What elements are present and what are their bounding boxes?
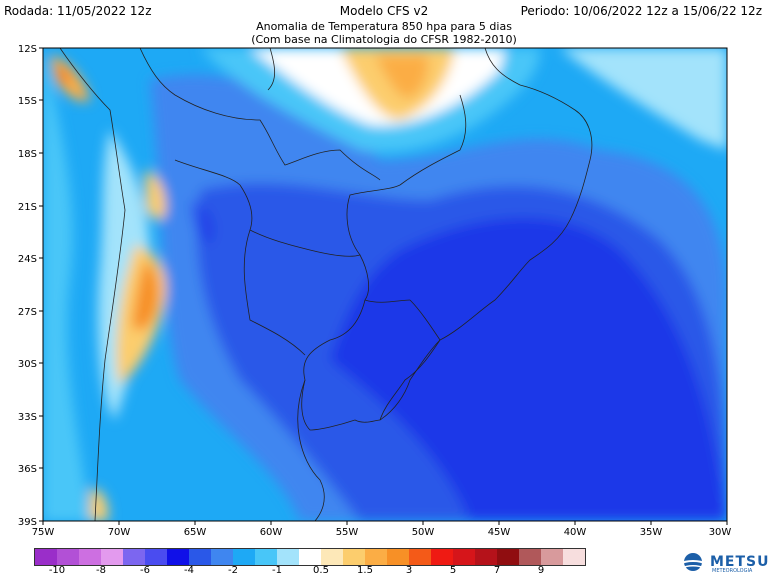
logo-text: METSUL (710, 554, 768, 570)
anomaly-zone-bolivia-cold (190, 200, 214, 245)
anomaly-zone-peru-hot (57, 66, 69, 84)
colorbar-swatch (189, 549, 211, 565)
lon-label: 65W (184, 527, 207, 538)
lon-label: 55W (336, 527, 359, 538)
colorbar-swatch (541, 549, 563, 565)
lat-label: 33S (18, 412, 37, 423)
forecast-period: Periodo: 10/06/2022 12z a 15/06/22 12z (520, 4, 762, 18)
colorbar-swatch (57, 549, 79, 565)
lat-label: 18S (18, 149, 37, 160)
anomaly-zone-warm-north-core (375, 55, 429, 99)
colorbar-swatch (387, 549, 409, 565)
lon-label: 40W (564, 527, 587, 538)
colorbar-label: -4 (184, 565, 194, 576)
lon-label: 60W (260, 527, 283, 538)
colorbar-label: 1.5 (357, 565, 373, 576)
colorbar-label: -2 (228, 565, 238, 576)
lon-label: 70W (108, 527, 131, 538)
colorbar-swatch (475, 549, 497, 565)
axis-ticks (39, 47, 728, 525)
lon-label: 35W (640, 527, 663, 538)
lon-label: 45W (488, 527, 511, 538)
lat-label: 12S (18, 44, 37, 55)
map-frame (42, 47, 728, 522)
lon-label: 30W (709, 527, 732, 538)
coastline (379, 339, 441, 421)
colorbar-swatch (233, 549, 255, 565)
colorbar-label: 5 (449, 565, 457, 576)
colorbar-label: 7 (493, 565, 501, 576)
lon-label: 75W (32, 527, 55, 538)
colorbar-swatch (35, 549, 57, 565)
colorbar-swatch (255, 549, 277, 565)
metsul-logo: METSUL METEOROLOGIA (676, 550, 768, 574)
lat-label: 27S (18, 307, 37, 318)
anomaly-zone-pacific (43, 48, 90, 521)
colorbar-label: -6 (140, 565, 150, 576)
colorbar-swatch (409, 549, 431, 565)
country-borders (59, 48, 593, 521)
lat-label: 24S (18, 254, 37, 265)
colorbar-swatch (453, 549, 475, 565)
colorbar-label: 3 (405, 565, 413, 576)
lat-label: 30S (18, 359, 37, 370)
run-date: Rodada: 11/05/2022 12z (4, 4, 152, 18)
colorbar-label: 0.5 (313, 565, 329, 576)
lon-label: 50W (412, 527, 435, 538)
map-title: Anomalia de Temperatura 850 hpa para 5 d… (256, 20, 512, 33)
colorbar-swatch (431, 549, 453, 565)
colorbar-swatch (79, 549, 101, 565)
colorbar-swatch (343, 549, 365, 565)
anomaly-zone-northeast (560, 48, 727, 150)
colorbar-swatch (167, 549, 189, 565)
metsul-logo-icon (679, 553, 707, 571)
lon-labels: 75W 70W 65W 60W 55W 50W 45W 40W 35W 30W (32, 527, 732, 538)
anomaly-zone-peru-warm (50, 55, 90, 102)
lat-label: 21S (18, 202, 37, 213)
anomaly-zone-minus4 (330, 217, 727, 521)
colorbar-swatch (365, 549, 387, 565)
colorbar (34, 548, 586, 566)
model-name: Modelo CFS v2 (339, 4, 429, 18)
anomaly-zone-andes-warm2 (145, 170, 166, 220)
lat-labels: 12S 15S 18S 21S 24S 27S 30S 33S 36S 39S (18, 44, 37, 528)
colorbar-swatch (299, 549, 321, 565)
colorbar-label: 9 (537, 565, 545, 576)
anomaly-zone-andes (98, 130, 150, 420)
colorbar-swatch (497, 549, 519, 565)
colorbar-swatch (563, 549, 585, 565)
anomaly-zone-south-warm (90, 489, 109, 521)
lat-label: 15S (18, 96, 37, 107)
colorbar-label: -1 (272, 565, 282, 576)
colorbar-swatch (519, 549, 541, 565)
logo-subtext: METEOROLOGIA (712, 568, 753, 574)
anomaly-zone-andes-hot (132, 260, 159, 331)
colorbar-label: -8 (96, 565, 106, 576)
colorbar-swatch (211, 549, 233, 565)
lat-label: 39S (18, 517, 37, 528)
lat-label: 36S (18, 464, 37, 475)
colorbar-label: -10 (48, 565, 66, 576)
colorbar-swatch (321, 549, 343, 565)
map-subtitle: (Com base na Climatologia do CFSR 1982-2… (251, 33, 517, 46)
colorbar-swatch (145, 549, 167, 565)
colorbar-swatch (101, 549, 123, 565)
colorbar-swatch (277, 549, 299, 565)
colorbar-swatch (123, 549, 145, 565)
